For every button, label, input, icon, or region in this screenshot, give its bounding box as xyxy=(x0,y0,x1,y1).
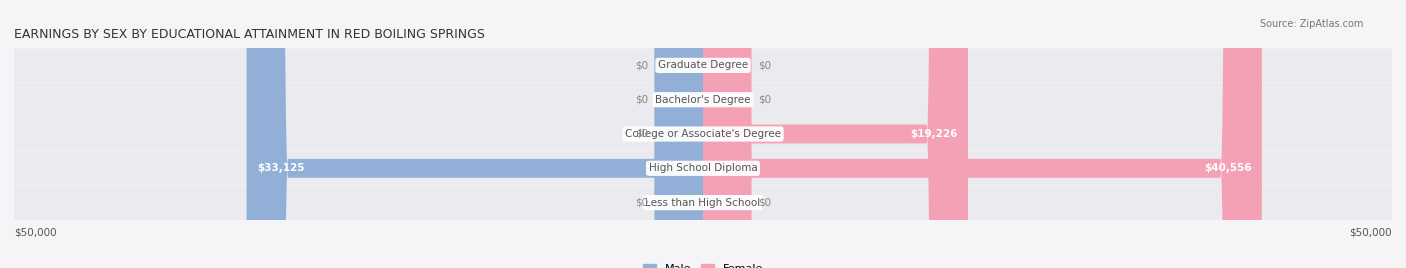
FancyBboxPatch shape xyxy=(703,0,1261,268)
FancyBboxPatch shape xyxy=(14,117,1392,151)
Text: $0: $0 xyxy=(634,60,648,70)
Text: $50,000: $50,000 xyxy=(14,227,56,237)
Text: $50,000: $50,000 xyxy=(1350,227,1392,237)
Text: Less than High School: Less than High School xyxy=(645,198,761,208)
Text: High School Diploma: High School Diploma xyxy=(648,163,758,173)
Text: $0: $0 xyxy=(758,95,772,105)
Text: $33,125: $33,125 xyxy=(257,163,305,173)
Text: $40,556: $40,556 xyxy=(1204,163,1251,173)
FancyBboxPatch shape xyxy=(14,151,1392,185)
Text: Graduate Degree: Graduate Degree xyxy=(658,60,748,70)
FancyBboxPatch shape xyxy=(655,0,703,268)
Legend: Male, Female: Male, Female xyxy=(643,264,763,268)
Text: $0: $0 xyxy=(634,129,648,139)
Text: Source: ZipAtlas.com: Source: ZipAtlas.com xyxy=(1260,19,1364,29)
FancyBboxPatch shape xyxy=(703,0,967,268)
FancyBboxPatch shape xyxy=(14,83,1392,117)
FancyBboxPatch shape xyxy=(703,0,751,268)
Text: EARNINGS BY SEX BY EDUCATIONAL ATTAINMENT IN RED BOILING SPRINGS: EARNINGS BY SEX BY EDUCATIONAL ATTAINMEN… xyxy=(14,28,485,41)
Text: $19,226: $19,226 xyxy=(910,129,957,139)
FancyBboxPatch shape xyxy=(14,186,1392,219)
FancyBboxPatch shape xyxy=(14,49,1392,82)
Text: $0: $0 xyxy=(758,60,772,70)
FancyBboxPatch shape xyxy=(655,0,703,268)
FancyBboxPatch shape xyxy=(246,0,703,268)
Text: $0: $0 xyxy=(634,198,648,208)
FancyBboxPatch shape xyxy=(655,0,703,268)
Text: Bachelor's Degree: Bachelor's Degree xyxy=(655,95,751,105)
FancyBboxPatch shape xyxy=(655,0,703,268)
Text: $0: $0 xyxy=(758,198,772,208)
Text: $0: $0 xyxy=(634,95,648,105)
Text: College or Associate's Degree: College or Associate's Degree xyxy=(626,129,780,139)
FancyBboxPatch shape xyxy=(703,0,751,268)
FancyBboxPatch shape xyxy=(703,0,751,268)
